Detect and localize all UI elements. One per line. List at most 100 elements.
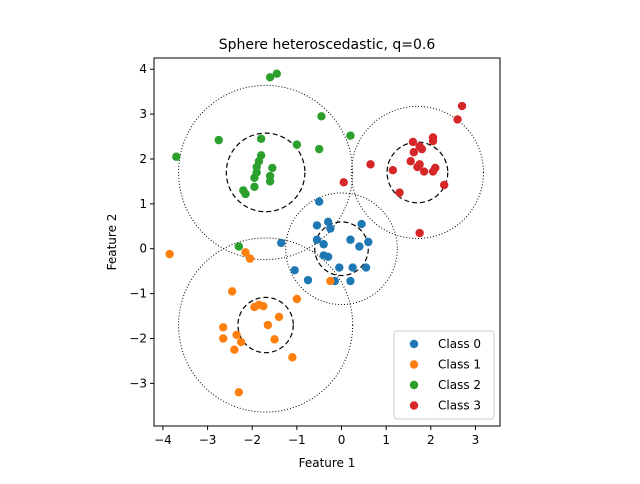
data-point-class-1 (236, 337, 246, 347)
data-point-class-1 (274, 312, 284, 322)
data-point-class-0 (346, 235, 355, 244)
data-point-class-0 (312, 221, 322, 230)
x-tick-label: −4 (154, 433, 172, 447)
chart-title: Sphere heteroscedastic, q=0.6 (219, 37, 436, 53)
y-tick-label: 3 (139, 107, 147, 121)
data-point-class-1 (219, 323, 228, 332)
data-point-class-1 (245, 254, 255, 263)
outer-circle-3 (350, 105, 484, 240)
inner-circle-1 (237, 296, 294, 354)
legend-marker-class-3 (409, 401, 419, 410)
data-point-class-1 (227, 287, 237, 296)
outer-circle-1 (178, 237, 354, 413)
y-tick-label: −1 (129, 287, 147, 301)
x-tick-label: −2 (243, 433, 261, 447)
y-axis-label: Feature 2 (105, 214, 119, 271)
data-point-class-1 (259, 301, 268, 311)
data-point-class-3 (428, 167, 438, 176)
y-tick-label: 2 (139, 152, 147, 166)
data-point-class-0 (326, 224, 335, 233)
inner-circle-0 (314, 221, 369, 277)
y-tick-label: 0 (139, 242, 147, 256)
data-point-class-3 (415, 228, 424, 238)
data-point-class-2 (214, 135, 223, 145)
ticks-layer: −4 −3 −2 −1 0 1 2 3 −3 −2 −1 0 1 2 3 4 (129, 62, 479, 447)
data-point-class-0 (357, 219, 366, 229)
data-point-class-1 (270, 335, 279, 344)
legend-items: Class 0 Class 1 Class 2 Class 3 (409, 337, 481, 413)
data-point-class-3 (439, 180, 449, 190)
data-point-class-2 (234, 242, 244, 251)
data-point-class-3 (339, 178, 348, 187)
data-point-class-3 (453, 115, 462, 124)
x-tick-label: 2 (427, 433, 435, 447)
data-point-class-2 (314, 144, 324, 154)
data-point-class-3 (417, 144, 427, 154)
y-tick-label: 4 (139, 62, 147, 76)
x-axis-label: Feature 1 (299, 456, 356, 470)
data-point-class-3 (408, 137, 418, 147)
data-point-class-1 (219, 334, 228, 343)
data-point-class-0 (303, 275, 313, 285)
y-tick-label: −2 (129, 331, 147, 345)
legend-marker-class-2 (409, 380, 419, 390)
data-point-class-0 (364, 237, 373, 247)
x-tick-label: −1 (288, 433, 306, 447)
data-point-class-2 (172, 152, 181, 161)
x-tick-label: 0 (338, 433, 346, 447)
data-point-class-2 (250, 182, 259, 191)
data-point-class-2 (292, 140, 302, 149)
legend: Class 0 Class 1 Class 2 Class 3 (393, 330, 495, 420)
data-point-class-0 (312, 235, 322, 244)
data-point-class-3 (409, 148, 419, 157)
data-point-class-3 (366, 160, 375, 169)
data-point-class-0 (290, 266, 299, 275)
legend-label-class-0: Class 0 (438, 337, 481, 351)
legend-marker-class-0 (409, 339, 419, 349)
data-point-class-2 (268, 163, 277, 173)
data-point-class-1 (234, 388, 244, 397)
data-point-class-0 (314, 197, 324, 206)
data-point-class-2 (256, 134, 266, 143)
legend-label-class-2: Class 2 (438, 378, 481, 392)
y-tick-label: 1 (139, 197, 147, 211)
data-point-class-3 (406, 157, 415, 166)
data-point-class-0 (323, 217, 333, 227)
data-point-class-1 (326, 276, 335, 286)
data-point-class-0 (346, 276, 355, 286)
data-point-class-1 (232, 330, 241, 340)
data-point-class-3 (413, 162, 422, 172)
data-point-class-1 (165, 249, 174, 259)
data-point-class-1 (241, 248, 250, 257)
data-point-class-1 (250, 302, 259, 312)
data-point-class-3 (388, 165, 398, 175)
data-point-class-3 (395, 188, 404, 197)
data-point-class-0 (355, 242, 364, 251)
y-tick-label: −3 (129, 376, 147, 390)
inner-circle-3 (386, 141, 449, 204)
data-point-class-1 (288, 353, 297, 362)
data-point-class-1 (292, 294, 302, 304)
data-point-class-0 (323, 252, 333, 262)
x-tick-label: 1 (382, 433, 390, 447)
legend-label-class-1: Class 1 (438, 358, 481, 372)
plot-frame (153, 57, 501, 427)
data-point-class-0 (361, 263, 371, 272)
x-tick-label: 3 (472, 433, 480, 447)
data-point-class-1 (263, 320, 273, 330)
data-point-class-2 (250, 173, 259, 183)
x-tick-label: −3 (199, 433, 217, 447)
data-point-class-3 (428, 136, 438, 146)
outer-circle-0 (285, 192, 398, 306)
inner-circle-2 (225, 132, 306, 213)
points-layer (165, 69, 467, 397)
data-point-class-0 (348, 263, 357, 272)
data-point-class-0 (335, 263, 344, 272)
outer-circle-2 (178, 84, 354, 260)
data-point-class-1 (230, 345, 239, 354)
data-point-class-2 (317, 112, 326, 121)
data-point-class-0 (277, 238, 286, 248)
circles-layer (178, 84, 484, 413)
